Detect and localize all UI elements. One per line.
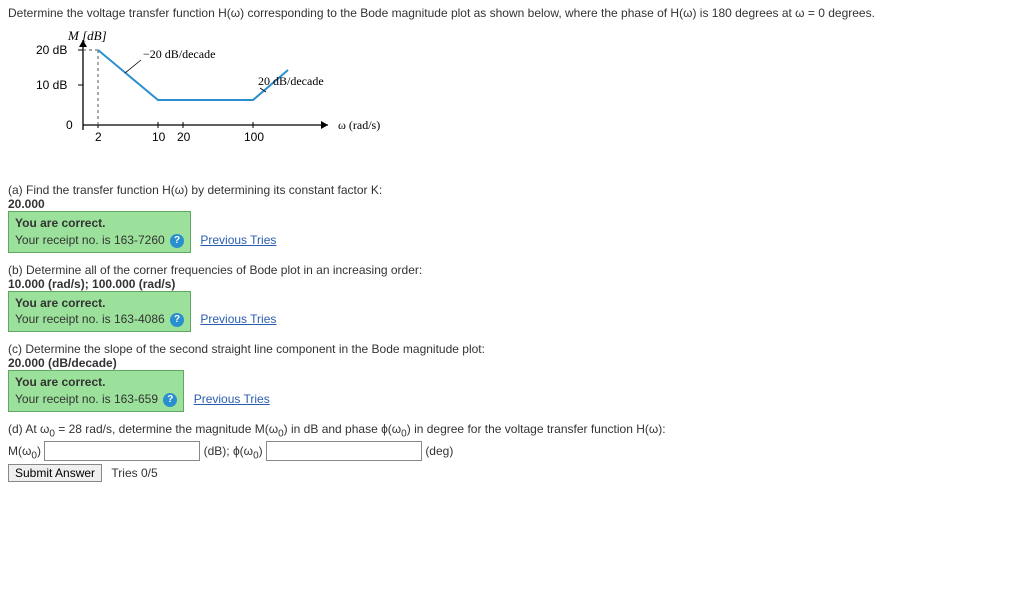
part-a: (a) Find the transfer function H(ω) by d… — [8, 183, 1016, 253]
part-a-feedback: You are correct. Your receipt no. is 163… — [8, 211, 191, 253]
magnitude-input[interactable] — [44, 441, 200, 461]
receipt-text: Your receipt no. is 163-4086 — [15, 312, 165, 326]
x-tick-2: 2 — [95, 130, 102, 144]
part-b-prompt: (b) Determine all of the corner frequenc… — [8, 263, 1016, 277]
part-c-prompt: (c) Determine the slope of the second st… — [8, 342, 1016, 356]
part-c-feedback: You are correct. Your receipt no. is 163… — [8, 370, 184, 412]
slope2-label: 20 dB/decade — [258, 74, 324, 88]
previous-tries-link[interactable]: Previous Tries — [200, 312, 276, 326]
part-d: (d) At ω0 = 28 rad/s, determine the magn… — [8, 422, 1016, 482]
help-icon[interactable]: ? — [170, 313, 184, 327]
y-tick-0: 0 — [66, 118, 73, 132]
x-tick-100: 100 — [244, 130, 264, 144]
part-b-answer: 10.000 (rad/s); 100.000 (rad/s) — [8, 277, 1016, 291]
unit-db-label: (dB); ϕ(ω0) — [204, 444, 263, 458]
part-c-answer: 20.000 (dB/decade) — [8, 356, 1016, 370]
problem-intro: Determine the voltage transfer function … — [8, 4, 1016, 22]
part-a-prompt: (a) Find the transfer function H(ω) by d… — [8, 183, 1016, 197]
tries-counter: Tries 0/5 — [111, 466, 157, 480]
phase-input[interactable] — [266, 441, 422, 461]
part-b: (b) Determine all of the corner frequenc… — [8, 263, 1016, 333]
unit-deg-label: (deg) — [425, 444, 453, 458]
label-M: M(ω0) — [8, 444, 41, 458]
y-axis-label: M [dB] — [67, 30, 107, 43]
x-axis-label: ω (rad/s) — [338, 118, 380, 132]
y-tick-20db: 20 dB — [36, 43, 67, 57]
help-icon[interactable]: ? — [163, 393, 177, 407]
correct-label: You are correct. — [15, 296, 105, 310]
x-tick-20: 20 — [177, 130, 191, 144]
slope1-label: −20 dB/decade — [143, 47, 215, 61]
part-a-answer: 20.000 — [8, 197, 1016, 211]
y-tick-10db: 10 dB — [36, 78, 67, 92]
part-d-prompt: (d) At ω0 = 28 rad/s, determine the magn… — [8, 422, 1016, 439]
part-b-feedback: You are correct. Your receipt no. is 163… — [8, 291, 191, 333]
part-d-input-row: M(ω0) (dB); ϕ(ω0) (deg) — [8, 441, 1016, 461]
submit-button[interactable] — [8, 464, 102, 482]
receipt-text: Your receipt no. is 163-659 — [15, 392, 158, 406]
part-c: (c) Determine the slope of the second st… — [8, 342, 1016, 412]
help-icon[interactable]: ? — [170, 234, 184, 248]
bode-plot-figure: M [dB] 20 dB 10 dB 0 2 10 20 100 −20 dB/… — [28, 30, 1016, 173]
correct-label: You are correct. — [15, 375, 105, 389]
receipt-text: Your receipt no. is 163-7260 — [15, 233, 165, 247]
previous-tries-link[interactable]: Previous Tries — [200, 233, 276, 247]
correct-label: You are correct. — [15, 216, 105, 230]
previous-tries-link[interactable]: Previous Tries — [194, 392, 270, 406]
x-tick-10: 10 — [152, 130, 166, 144]
x-axis-arrow — [321, 121, 328, 129]
